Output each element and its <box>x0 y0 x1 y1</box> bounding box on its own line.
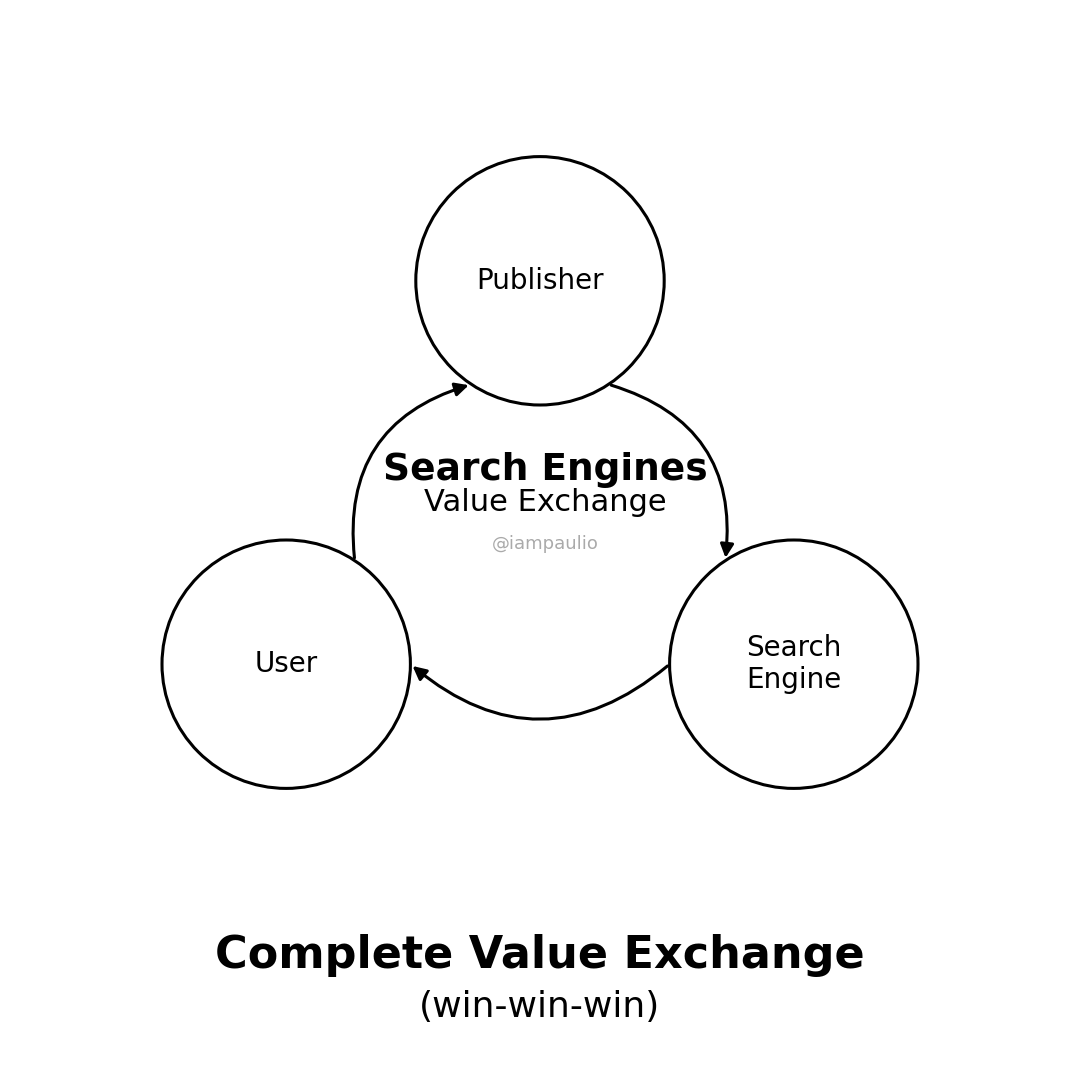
Text: @iampaulio: @iampaulio <box>492 535 598 553</box>
FancyArrowPatch shape <box>353 384 465 558</box>
Text: Complete Value Exchange: Complete Value Exchange <box>215 934 865 977</box>
Circle shape <box>416 157 664 405</box>
Text: Value Exchange: Value Exchange <box>424 488 666 517</box>
Text: Search Engines: Search Engines <box>383 453 707 488</box>
Circle shape <box>162 540 410 788</box>
Text: (win-win-win): (win-win-win) <box>419 989 661 1024</box>
FancyArrowPatch shape <box>611 386 732 554</box>
FancyArrowPatch shape <box>415 666 667 719</box>
Text: Search
Engine: Search Engine <box>746 634 841 694</box>
Circle shape <box>670 540 918 788</box>
Text: User: User <box>255 650 318 678</box>
Text: Publisher: Publisher <box>476 267 604 295</box>
